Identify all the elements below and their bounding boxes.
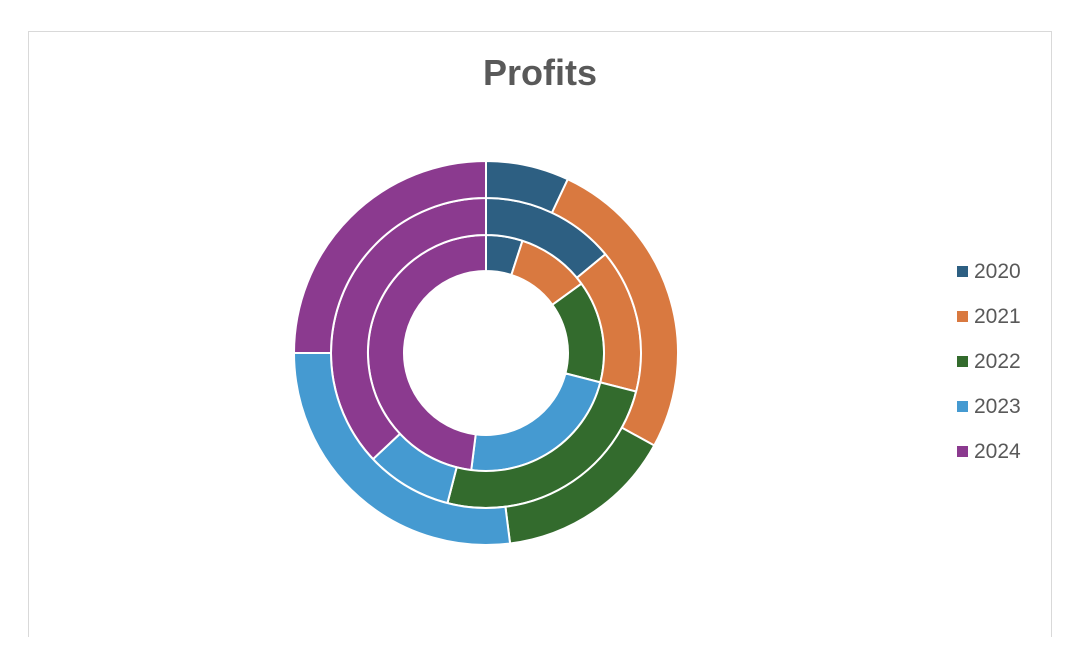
legend-label: 2022	[974, 349, 1021, 373]
legend-item-2022: 2022	[957, 339, 1021, 384]
legend: 2020 2021 2022 2023 2024	[957, 249, 1021, 474]
legend-label: 2020	[974, 259, 1021, 283]
legend-item-2020: 2020	[957, 249, 1021, 294]
legend-item-2021: 2021	[957, 294, 1021, 339]
chart-title: Profits	[482, 52, 597, 93]
legend-swatch	[957, 446, 968, 457]
legend-swatch	[957, 356, 968, 367]
legend-label: 2021	[974, 304, 1021, 328]
legend-swatch	[957, 266, 968, 277]
slice-outer-2024	[292, 159, 487, 354]
legend-swatch	[957, 401, 968, 412]
legend-item-2024: 2024	[957, 429, 1021, 474]
chart-area: Profits 2020 2021 2022 2023 2024	[28, 31, 1052, 637]
legend-label: 2024	[974, 439, 1021, 463]
legend-label: 2023	[974, 394, 1021, 418]
doughnut-chart	[292, 159, 679, 546]
legend-swatch	[957, 311, 968, 322]
legend-item-2023: 2023	[957, 384, 1021, 429]
